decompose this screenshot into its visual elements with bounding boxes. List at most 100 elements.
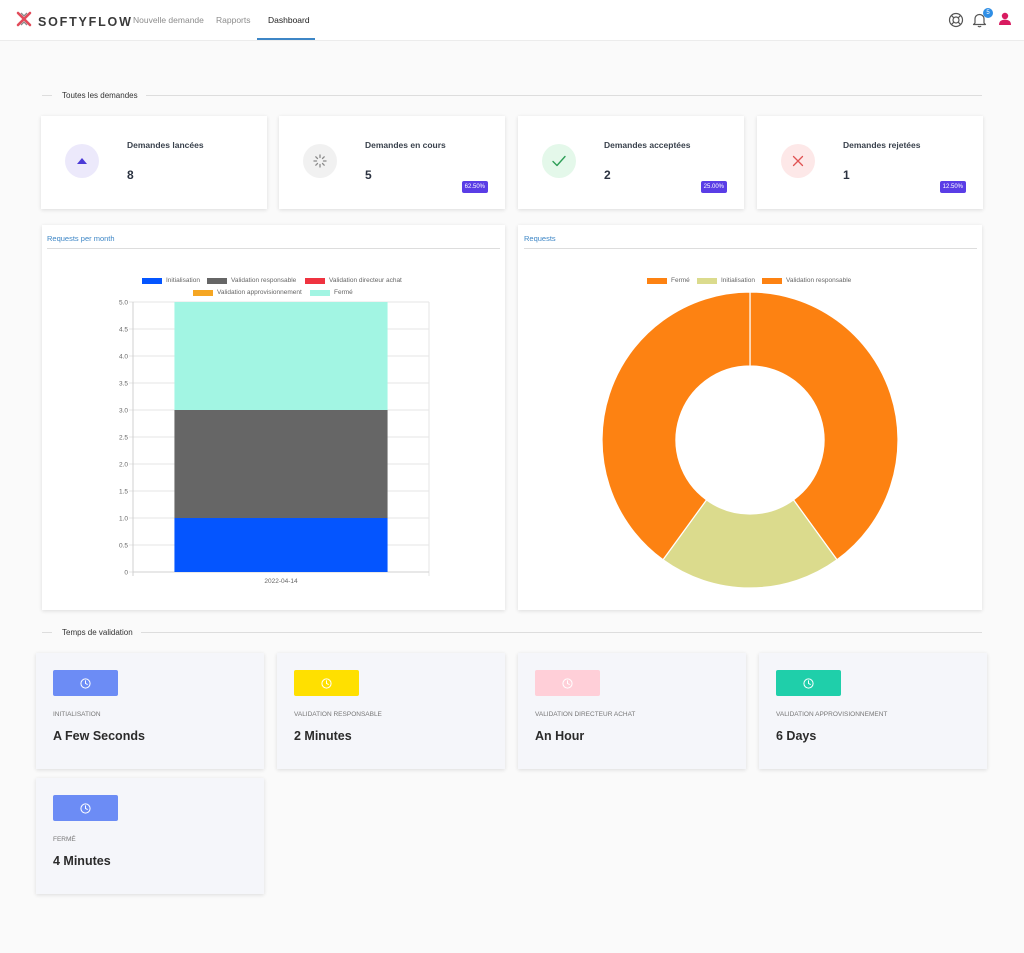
legend-item[interactable]: Validation responsable [762,277,851,284]
bar-segment[interactable] [174,410,388,518]
donut-chart-panel: Requests Fermé Initialisation Validation… [518,225,982,610]
time-card-ferme[interactable]: Fermé 4 Minutes [36,778,264,894]
tab-divider [524,248,977,249]
section-divider [42,94,52,96]
stacked-bar-chart: 0 0.5 1.0 1.5 2.0 2.5 3.0 3.5 4.0 4.5 5.0 2022-04-… [119,300,430,585]
check-icon [542,144,576,178]
y-tick-label: 0.5 [119,543,128,550]
clock-icon [535,670,600,696]
donut-slice[interactable] [601,291,751,561]
notification-count-badge: 5 [983,8,993,18]
time-label: Validation approvisionnement [776,711,888,718]
time-label: Fermé [53,836,76,843]
section-toutes-les-demandes: Toutes les demandes [42,89,982,101]
legend-item[interactable]: Validation approvisionnement [193,289,302,296]
y-tick-label: 5.0 [119,300,128,307]
nav-active-indicator [257,38,315,40]
section-divider [145,94,982,96]
legend-swatch [310,289,330,296]
time-label: Validation directeur achat [535,711,636,718]
legend-swatch [647,277,667,284]
time-card-initialisation[interactable]: Initialisation A Few Seconds [36,653,264,769]
legend-item[interactable]: Initialisation [142,277,200,284]
legend-item[interactable]: Validation responsable [207,277,296,284]
y-tick-label: 4.0 [119,354,128,361]
time-value: 4 Minutes [53,854,111,868]
legend-item[interactable]: Validation directeur achat [305,277,402,284]
stat-card-en-cours[interactable]: Demandes en cours 5 62.50% [279,116,505,209]
legend-swatch [762,277,782,284]
bar-segment[interactable] [174,302,388,410]
section-divider [42,631,52,633]
bar-chart-panel: Requests per month Initialisation Valida… [42,225,505,610]
time-value: An Hour [535,729,585,743]
section-temps-de-validation: Temps de validation [42,626,982,638]
stat-label: Demandes lancées [127,140,204,150]
donut-slice[interactable] [749,291,899,561]
time-card-validation-responsable[interactable]: Validation responsable 2 Minutes [277,653,505,769]
tab-divider [47,248,500,249]
clock-icon [294,670,359,696]
y-tick-label: 3.0 [119,408,128,415]
time-value: 6 Days [776,729,817,743]
legend-label: Fermé [334,289,353,296]
stat-percent-badge: 62.50% [461,181,488,193]
nav-dashboard[interactable]: Dashboard [268,15,310,25]
loader-icon [303,144,337,178]
time-label: Validation responsable [294,711,382,718]
softyflow-logo-icon [16,11,32,32]
time-card-validation-approvisionnement[interactable]: Validation approvisionnement 6 Days [759,653,987,769]
legend-label: Fermé [671,277,690,284]
help-lifebuoy-icon[interactable] [948,12,964,33]
y-tick-label: 2.5 [119,435,128,442]
legend-item[interactable]: Fermé [310,289,353,296]
stat-label: Demandes rejetées [843,140,921,150]
legend-swatch [142,277,162,284]
bar-segment[interactable] [174,518,388,572]
legend-label: Initialisation [721,277,755,284]
legend-label: Validation responsable [786,277,852,284]
clock-icon [776,670,841,696]
y-tick-label: 1.5 [119,489,128,496]
nav-rapports[interactable]: Rapports [216,15,251,25]
section-title: Temps de validation [62,627,133,637]
legend-item[interactable]: Initialisation [697,277,755,284]
time-value: 2 Minutes [294,729,352,743]
y-tick-label: 4.5 [119,327,128,334]
triangle-up-icon [65,144,99,178]
x-tick-label: 2022-04-14 [264,578,298,585]
clock-icon [53,670,118,696]
legend-swatch [193,289,213,296]
stat-card-rejetees[interactable]: Demandes rejetées 1 12.50% [757,116,983,209]
legend-swatch [207,277,227,284]
time-value: A Few Seconds [53,729,145,743]
stat-percent-badge: 12.50% [939,181,966,193]
legend-item[interactable]: Fermé [647,277,690,284]
user-avatar-icon[interactable] [998,12,1012,31]
section-title: Toutes les demandes [62,90,138,100]
nav-nouvelle-demande[interactable]: Nouvelle demande [133,15,204,25]
stat-label: Demandes en cours [365,140,446,150]
stat-percent-badge: 25.00% [700,181,727,193]
time-label: Initialisation [53,711,101,718]
section-divider [140,631,982,633]
legend-label: Validation directeur achat [329,277,402,284]
brand[interactable]: SOFTYFLOW [16,11,133,32]
time-card-validation-directeur-achat[interactable]: Validation directeur achat An Hour [518,653,746,769]
stat-value: 2 [604,168,611,182]
brand-name: SOFTYFLOW [38,14,133,29]
legend-swatch [305,277,325,284]
donut-slice[interactable] [662,499,838,589]
legend-label: Validation approvisionnement [217,289,302,296]
notification-bell-icon[interactable] [972,12,987,33]
y-tick-label: 0 [124,570,128,577]
stat-card-acceptees[interactable]: Demandes acceptées 2 25.00% [518,116,744,209]
legend-label: Validation responsable [231,277,297,284]
stat-value: 1 [843,168,850,182]
y-tick-label: 1.0 [119,516,128,523]
stat-card-lancees[interactable]: Demandes lancées 8 [41,116,267,209]
y-tick-label: 3.5 [119,381,128,388]
legend-swatch [697,277,717,284]
stat-label: Demandes acceptées [604,140,691,150]
clock-icon [53,795,118,821]
